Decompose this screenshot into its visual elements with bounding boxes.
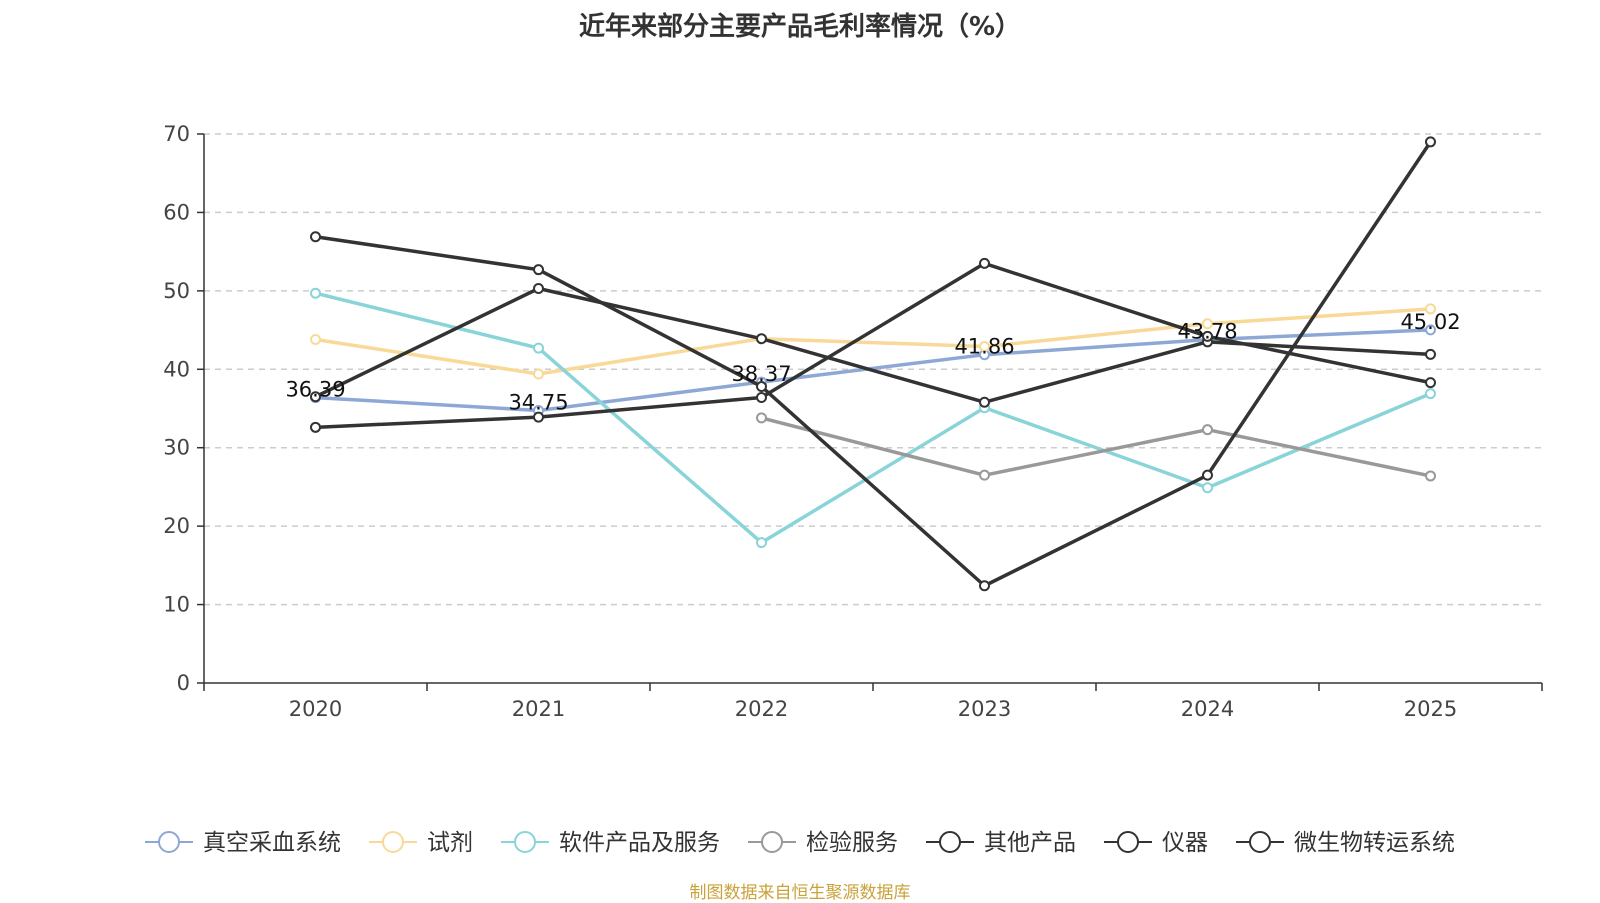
data-label-0-2020: 36.39	[285, 378, 345, 402]
point-4-2024	[1202, 469, 1213, 481]
legend-label-0: 真空采血系统	[203, 830, 341, 856]
series-4	[310, 136, 1436, 592]
point-5-2021	[533, 283, 544, 295]
series-2	[310, 287, 1436, 549]
legend-marker-5	[1104, 831, 1152, 853]
x-tick-label-2023: 2023	[958, 697, 1011, 721]
data-labels: 36.39 34.75 38.37 41.86 43.78 45.02	[285, 310, 1460, 415]
y-tick-label-30: 30	[163, 436, 190, 460]
grid-lines	[204, 133, 1542, 606]
data-label-0-2023: 41.86	[954, 335, 1014, 359]
legend: 真空采血系统 试剂 软件产品及服务 检验服务 其他产品 仪器 微生物转运系统	[145, 830, 1455, 856]
legend-label-5: 仪器	[1162, 830, 1208, 856]
legend-marker-4	[926, 831, 974, 853]
point-6-2020	[310, 421, 321, 433]
series-line-6	[315, 261, 1431, 430]
point-6-2025	[1425, 377, 1436, 389]
y-tick-label-70: 70	[163, 122, 190, 146]
series-6	[310, 257, 1436, 433]
y-tick-label-0: 0	[177, 671, 190, 695]
point-6-2022	[756, 392, 767, 404]
legend-circle-4	[939, 831, 961, 853]
legend-label-1: 试剂	[427, 830, 473, 856]
point-2-2021	[533, 342, 544, 354]
series-line-4	[315, 140, 1432, 588]
point-6-2024	[1202, 330, 1213, 342]
source-note: 制图数据来自恒生聚源数据库	[689, 883, 911, 903]
chart-title: 近年来部分主要产品毛利率情况（%）	[578, 12, 1022, 42]
point-4-2023	[979, 580, 990, 592]
legend-circle-0	[158, 831, 180, 853]
point-1-2025	[1425, 303, 1436, 315]
point-2-2024	[1202, 482, 1213, 494]
legend-label-2: 软件产品及服务	[559, 830, 720, 856]
legend-marker-0	[145, 831, 193, 853]
point-4-2021	[533, 264, 544, 276]
series-line-5	[314, 286, 1431, 404]
point-2-2020	[310, 287, 321, 299]
legend-label-6: 微生物转运系统	[1294, 830, 1455, 856]
point-4-2020	[310, 231, 321, 243]
point-5-2023	[979, 396, 990, 408]
data-label-0-2022: 38.37	[731, 362, 791, 386]
point-5-2020	[310, 391, 321, 403]
point-2-2025	[1425, 388, 1436, 400]
legend-marker-1	[369, 831, 417, 853]
point-3-2023	[979, 469, 990, 481]
y-tick-label-60: 60	[163, 200, 190, 224]
point-6-2023	[979, 257, 990, 269]
y-tick-label-20: 20	[163, 514, 190, 538]
data-label-0-2021: 34.75	[508, 390, 568, 414]
legend-label-3: 检验服务	[806, 830, 898, 856]
legend-circle-2	[514, 831, 536, 853]
series-lines	[310, 136, 1436, 592]
series-line-1	[315, 307, 1431, 376]
series-line-3	[761, 416, 1431, 478]
point-4-2022	[756, 381, 767, 393]
data-label-0-2024: 43.78	[1177, 320, 1237, 344]
legend-circle-5	[1117, 831, 1139, 853]
legend-marker-2	[501, 831, 549, 853]
legend-marker-3	[748, 831, 796, 853]
point-0-2025	[1425, 324, 1436, 336]
point-6-2021	[533, 411, 544, 423]
point-3-2024	[1202, 424, 1213, 436]
y-tick-label-50: 50	[163, 279, 190, 303]
x-tick-label-2022: 2022	[735, 697, 788, 721]
axes: 0 10 20 30 40 50 60 70 2020 2021 2022 2023 2024 2025	[163, 122, 1543, 721]
legend-circle-1	[382, 831, 404, 853]
x-tick-label-2025: 2025	[1404, 697, 1457, 721]
point-4-2025	[1425, 136, 1436, 148]
legend-circle-6	[1249, 831, 1271, 853]
legend-marker-6	[1236, 831, 1284, 853]
point-5-2022	[756, 333, 767, 345]
point-1-2020	[310, 333, 321, 345]
point-1-2021	[533, 368, 544, 380]
x-tick-label-2024: 2024	[1181, 697, 1234, 721]
series-3	[756, 412, 1436, 482]
legend-label-4: 其他产品	[984, 830, 1076, 856]
x-tick-label-2021: 2021	[512, 697, 565, 721]
series-line-2	[315, 291, 1432, 545]
point-1-2023	[979, 341, 990, 353]
point-3-2022	[756, 412, 767, 424]
legend-circle-3	[761, 831, 783, 853]
point-5-2025	[1425, 348, 1436, 360]
series-line-0	[315, 328, 1431, 413]
point-3-2025	[1425, 470, 1436, 482]
y-tick-label-40: 40	[163, 357, 190, 381]
point-1-2024	[1202, 318, 1213, 330]
data-label-0-2025: 45.02	[1400, 310, 1460, 334]
point-2-2022	[756, 537, 767, 549]
x-tick-label-2020: 2020	[289, 697, 342, 721]
y-tick-label-10: 10	[163, 593, 190, 617]
